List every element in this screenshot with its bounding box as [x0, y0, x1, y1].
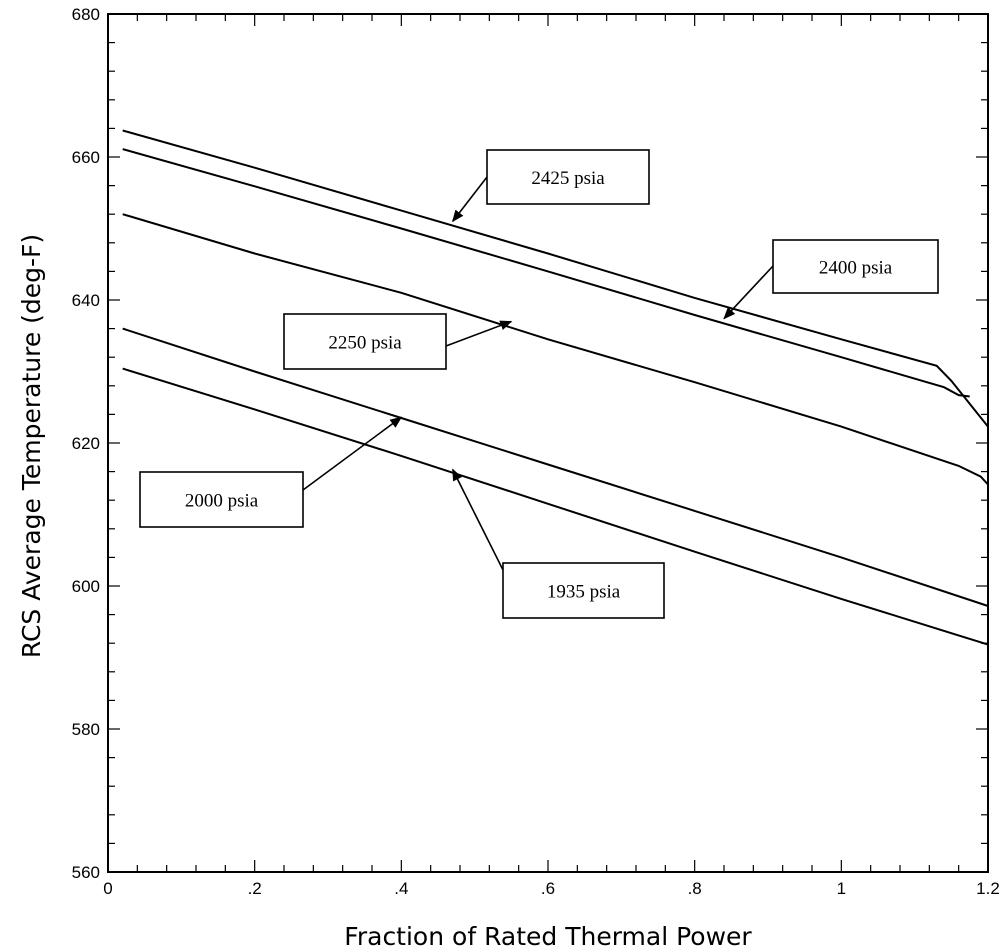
series-line-2425-psia [122, 129, 989, 428]
axis-ticks [107, 13, 989, 873]
x-tick-label: .8 [688, 879, 702, 898]
callout-arrow [451, 468, 504, 571]
y-tick-label: 680 [72, 5, 100, 24]
callout-2400-psia: 2400 psia [723, 239, 939, 320]
y-tick-label: 600 [72, 577, 100, 596]
y-tick-label: 640 [72, 291, 100, 310]
x-tick-label: .4 [394, 879, 408, 898]
callout-box [283, 313, 447, 370]
series-line-2250-psia [122, 213, 989, 486]
callout-label: 2000 psia [185, 491, 259, 512]
callout-1935-psia: 1935 psia [451, 468, 665, 619]
callout-label: 1935 psia [547, 582, 621, 603]
callout-arrow [445, 320, 513, 347]
series-line-2400-psia [122, 148, 970, 398]
y-tick-label: 560 [72, 863, 100, 882]
callout-box [502, 562, 665, 619]
x-tick-label: .2 [248, 879, 262, 898]
plot-frame [107, 13, 989, 873]
x-tick-label: 1.2 [976, 879, 1000, 898]
y-tick-label: 660 [72, 148, 100, 167]
callout-2250-psia: 2250 psia [283, 313, 513, 370]
series-callouts: 2425 psia 2400 psia 2250 psia 2000 psia 1935… [139, 149, 939, 619]
callout-arrow [302, 416, 403, 491]
callout-label: 2250 psia [328, 333, 402, 354]
x-tick-label: 1 [837, 879, 846, 898]
x-tick-label: 0 [103, 879, 112, 898]
callout-label: 2400 psia [819, 258, 893, 279]
y-tick-label: 580 [72, 720, 100, 739]
series-line-2000-psia [122, 327, 989, 607]
series-line-1935-psia [122, 367, 989, 646]
y-axis-title: RCS Average Temperature (deg-F) [17, 234, 46, 658]
callout-2425-psia: 2425 psia [452, 149, 650, 223]
callout-box [772, 239, 939, 294]
callout-label: 2425 psia [531, 168, 605, 189]
callout-box [139, 471, 304, 528]
axis-tick-labels: 0 .2 .4 .6 .8 1 1.2 560 580 600 620 640 660 680 [72, 5, 1000, 898]
callout-arrow [723, 265, 774, 320]
y-tick-label: 620 [72, 434, 100, 453]
x-tick-label: .6 [541, 879, 555, 898]
callout-box [486, 149, 650, 205]
callout-2000-psia: 2000 psia [139, 416, 403, 528]
series-lines [122, 129, 989, 646]
callout-arrow [452, 176, 488, 223]
x-axis-title: Fraction of Rated Thermal Power [344, 922, 752, 950]
plot-area-border [107, 13, 989, 873]
